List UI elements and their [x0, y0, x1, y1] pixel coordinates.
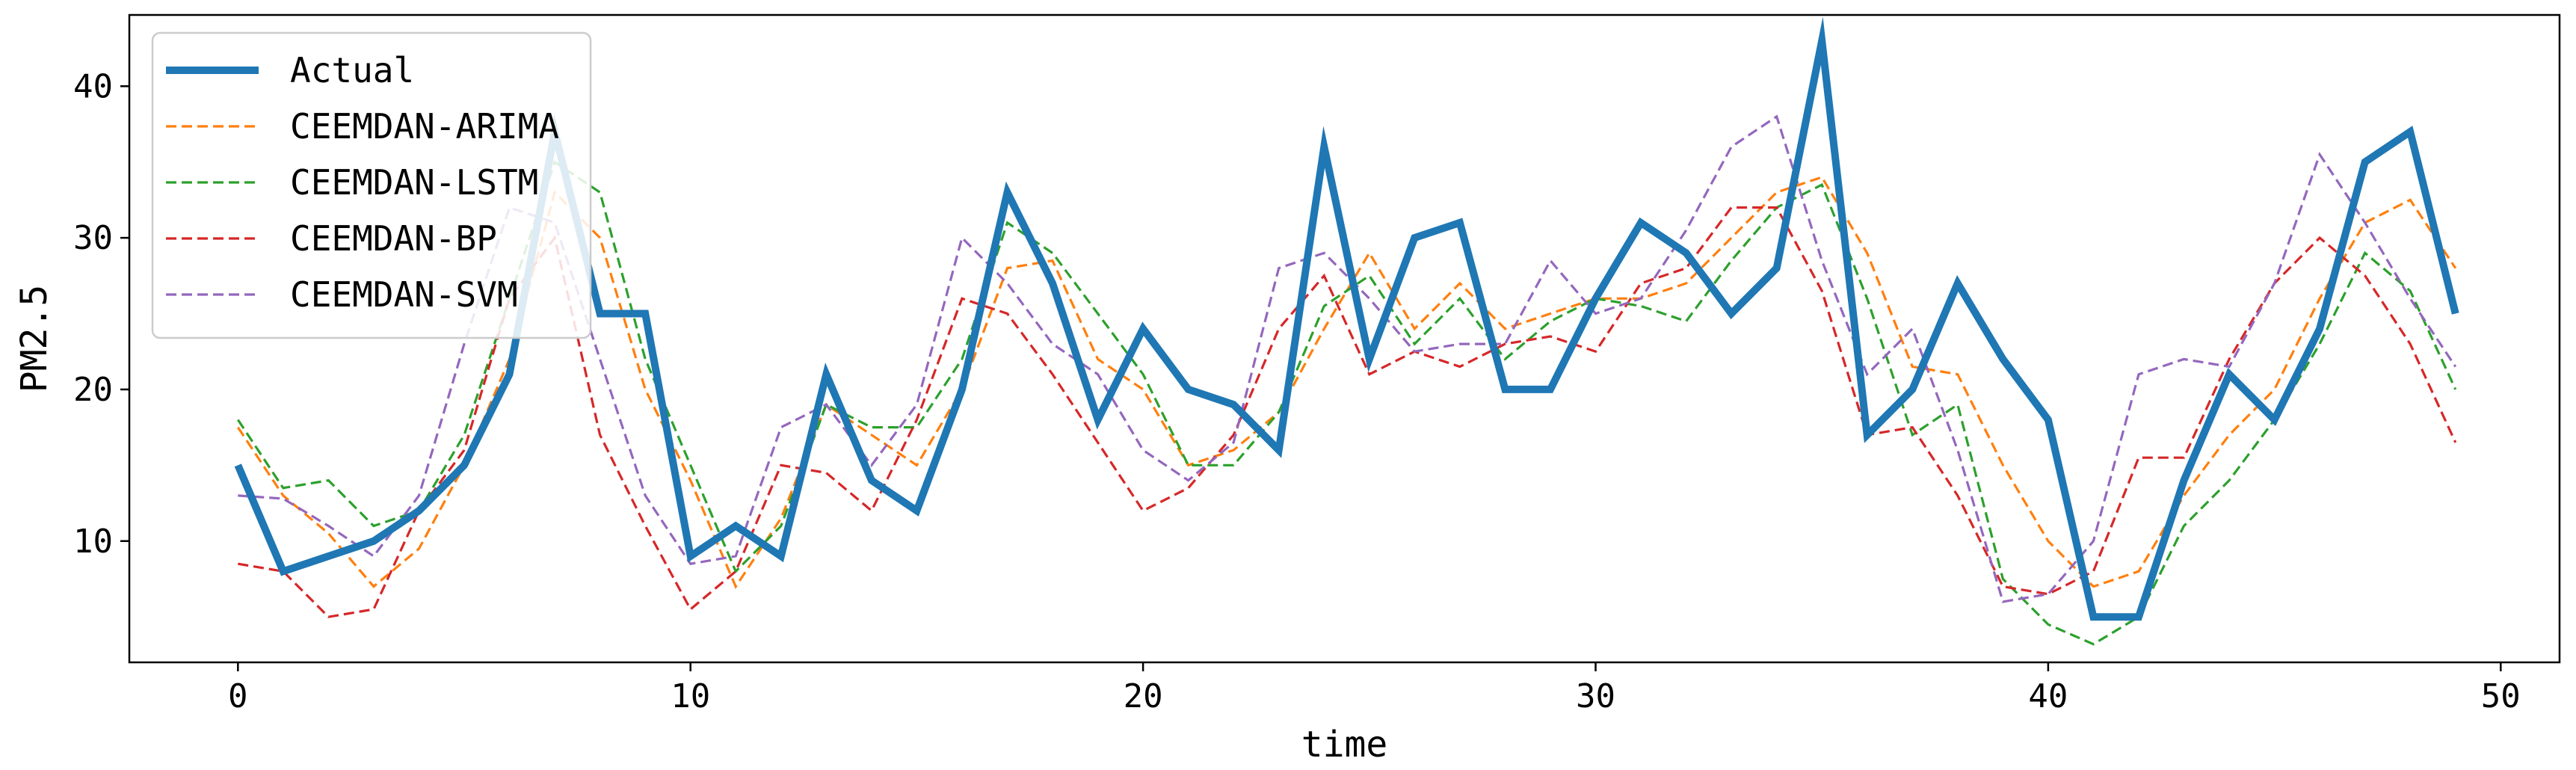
y-axis-label: PM2.5 — [13, 285, 55, 393]
legend-label-ceemdan-svm: CEEMDAN-SVM — [290, 274, 518, 315]
legend-label-actual: Actual — [290, 50, 414, 90]
y-tick-label: 40 — [73, 67, 113, 105]
series-layer — [234, 16, 2459, 646]
y-tick-label: 30 — [73, 219, 113, 257]
series-line-ceemdan-lstm — [236, 160, 2457, 646]
x-tick-label: 10 — [671, 677, 710, 715]
legend: Actual CEEMDAN-ARIMA CEEMDAN-LSTM CEEMDAN-B… — [151, 31, 592, 339]
y-axis: 10 20 30 40 — [73, 67, 129, 561]
x-tick-label: 40 — [2028, 677, 2068, 715]
x-tick-label: 20 — [1124, 677, 1163, 715]
series-line-ceemdan-svm — [238, 114, 2457, 603]
x-axis-label: time — [1301, 724, 1388, 766]
x-tick-label: 0 — [228, 677, 248, 715]
y-tick-label: 20 — [73, 371, 113, 409]
series-line-actual — [234, 16, 2459, 621]
y-tick-label: 10 — [73, 523, 113, 561]
plot-frame — [128, 13, 2561, 664]
x-axis: 0 10 20 30 40 50 — [228, 662, 2521, 715]
x-tick-label: 30 — [1576, 677, 1615, 715]
legend-box — [151, 31, 592, 339]
x-tick-label: 50 — [2481, 677, 2521, 715]
legend-label-ceemdan-lstm: CEEMDAN-LSTM — [290, 162, 538, 203]
legend-label-ceemdan-bp: CEEMDAN-BP — [290, 218, 497, 259]
legend-label-ceemdan-arima: CEEMDAN-ARIMA — [290, 106, 559, 147]
